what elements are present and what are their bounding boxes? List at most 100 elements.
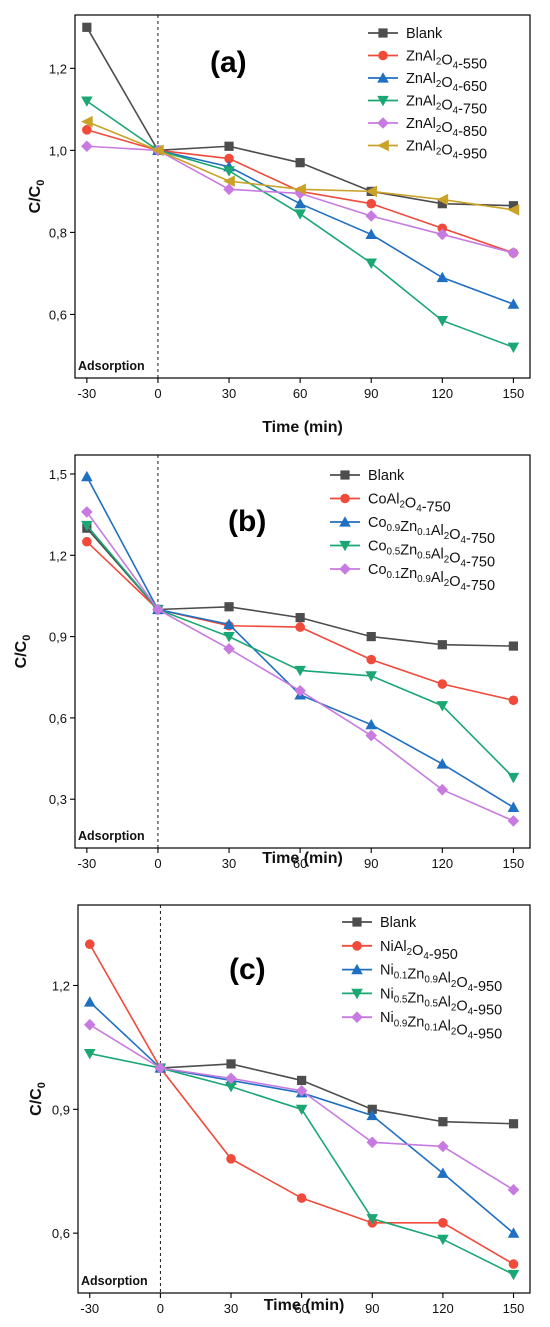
data-point (365, 228, 378, 240)
data-point (507, 247, 520, 259)
legend-item: Ni0.9Zn0.1Al2O4-950 (342, 1010, 502, 1042)
x-tick-label: 30 (222, 856, 236, 871)
data-point (223, 175, 235, 187)
data-point (365, 718, 378, 730)
data-point (224, 141, 234, 151)
data-point (152, 603, 164, 616)
series-line (160, 1063, 514, 1125)
data-point (81, 506, 93, 518)
y-axis-title: C/C0 (28, 1082, 48, 1116)
legend-label: Co0.1Zn0.9Al2O4-750 (368, 562, 495, 594)
legend-marker (339, 516, 351, 527)
data-point (294, 183, 306, 196)
data-point (81, 520, 93, 532)
data-point (365, 671, 378, 682)
series-3 (81, 470, 520, 812)
data-point (507, 815, 520, 827)
legend-marker (339, 540, 351, 552)
x-tick-label: 90 (365, 1301, 379, 1316)
plot-frame (74, 454, 531, 849)
data-point (226, 1059, 236, 1069)
data-point (223, 618, 235, 629)
legend-marker (378, 50, 388, 61)
plot-frame (74, 14, 531, 379)
legend-label: ZnAl2O4-850 (406, 116, 487, 140)
data-point (438, 1218, 448, 1228)
data-point (366, 1109, 379, 1121)
data-point (507, 772, 520, 784)
data-point (366, 631, 376, 642)
legend-label: CoAl2O4-750 (368, 492, 451, 516)
data-point (366, 654, 377, 665)
legend-marker (339, 563, 351, 575)
legend-item: Blank (330, 468, 405, 484)
data-point (154, 1062, 167, 1074)
legend-label: Blank (368, 468, 405, 484)
legend-marker (377, 72, 389, 83)
y-tick-label: 1,2 (49, 548, 67, 563)
legend-marker (377, 95, 389, 107)
data-point (223, 183, 235, 196)
data-point (225, 1072, 237, 1085)
data-point (507, 342, 520, 354)
data-point (436, 701, 449, 712)
legend-marker (351, 963, 363, 975)
legend-item: ZnAl2O4-550 (368, 49, 487, 73)
data-point (224, 602, 234, 612)
series-6 (81, 115, 520, 216)
data-point (294, 209, 306, 220)
data-point (81, 470, 93, 482)
x-tick-label: 120 (431, 386, 453, 401)
legend-label: Ni0.5Zn0.5Al2O4-950 (380, 986, 502, 1018)
legend-label: Co0.9Zn0.1Al2O4-750 (368, 515, 495, 547)
legend-marker (351, 1011, 363, 1023)
data-point (365, 185, 378, 198)
data-point (436, 271, 449, 283)
y-tick-label: 1,5 (49, 467, 67, 482)
y-tick-label: 0,6 (49, 711, 67, 726)
data-point (508, 1259, 519, 1269)
data-point (82, 125, 92, 135)
data-point (436, 758, 449, 769)
legend: Blank NiAl2O4-950Ni0.1Zn0.9Al2O4-950Ni0.5… (342, 915, 502, 1042)
data-point (507, 298, 520, 309)
data-point (436, 315, 449, 327)
y-tick-label: 1,2 (49, 61, 67, 76)
x-tick-label: -30 (77, 386, 96, 401)
y-tick-label: 0,6 (49, 307, 67, 322)
data-point (436, 783, 449, 796)
legend-label: ZnAl2O4-650 (406, 71, 487, 95)
panel-label: (b) (228, 505, 266, 538)
x-tick-label: 30 (224, 1301, 238, 1316)
data-point (508, 641, 519, 651)
x-tick-label: 120 (432, 1301, 454, 1316)
adsorption-annotation: Adsorption (78, 359, 145, 373)
x-tick-label: 150 (503, 856, 525, 871)
y-axis-title: C/C0 (27, 180, 47, 214)
data-point (365, 210, 378, 222)
legend-item: Co0.9Zn0.1Al2O4-750 (330, 515, 495, 547)
legend-marker (352, 941, 362, 951)
data-point (295, 613, 305, 623)
legend-marker (340, 493, 350, 504)
data-point (365, 729, 378, 742)
data-point (226, 1154, 236, 1164)
x-tick-label: 0 (154, 856, 161, 871)
data-point (224, 153, 234, 164)
series-5 (83, 1018, 520, 1196)
legend-item: ZnAl2O4-850 (368, 116, 487, 140)
legend-marker (377, 139, 389, 152)
data-point (295, 622, 305, 632)
adsorption-annotation: Adsorption (81, 1274, 148, 1288)
legend-item: ZnAl2O4-650 (368, 71, 487, 95)
data-point (437, 1234, 449, 1246)
data-point (436, 193, 449, 206)
chart-panel-2: -30 0 30 60 90 120 150 0,3 0,6 0,9 1,2 1,5 Time (min… (13, 454, 531, 871)
legend-item: Ni0.1Zn0.9Al2O4-950 (342, 963, 502, 995)
legend-item: ZnAl2O4-750 (368, 94, 487, 118)
legend-marker (340, 470, 350, 480)
x-tick-label: 90 (364, 386, 378, 401)
legend-marker (377, 117, 389, 129)
legend-item: Co0.5Zn0.5Al2O4-750 (330, 539, 495, 571)
